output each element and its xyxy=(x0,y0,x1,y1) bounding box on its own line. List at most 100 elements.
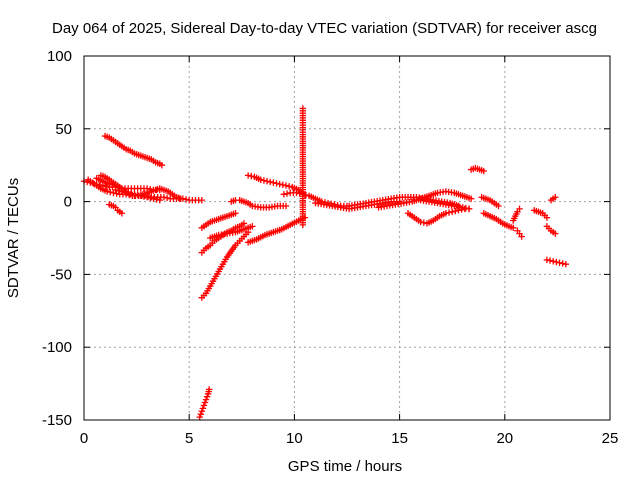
data-point xyxy=(257,176,264,183)
data-point xyxy=(177,195,184,202)
series-s27 xyxy=(514,227,525,240)
axis-ticks: 0 5 10 15 20 25 -150 -100 -50 0 50 100 xyxy=(42,48,618,447)
series-s30 xyxy=(547,194,559,204)
data-point xyxy=(131,191,138,198)
series-s12 xyxy=(196,386,213,421)
data-points xyxy=(80,105,570,421)
series-s4 xyxy=(101,132,166,169)
data-point xyxy=(232,210,239,217)
data-point xyxy=(465,205,473,213)
data-point xyxy=(442,210,450,217)
data-point xyxy=(137,192,145,199)
data-point xyxy=(196,413,203,421)
data-point xyxy=(150,195,157,202)
y-tick-label: -150 xyxy=(42,412,72,429)
x-tick-label: 25 xyxy=(602,430,619,447)
data-point xyxy=(445,209,453,216)
data-point xyxy=(182,196,190,203)
data-point xyxy=(417,218,424,226)
data-point xyxy=(112,182,119,189)
data-point xyxy=(279,181,287,189)
data-point xyxy=(543,214,551,221)
data-point xyxy=(201,399,209,406)
data-point xyxy=(276,180,283,188)
data-point xyxy=(198,408,206,415)
data-point xyxy=(103,188,111,195)
data-point xyxy=(160,194,168,201)
data-point xyxy=(293,189,300,197)
data-point xyxy=(124,189,132,197)
series-s23 xyxy=(467,164,487,175)
data-point xyxy=(480,167,487,175)
data-point xyxy=(199,405,207,412)
data-point xyxy=(562,261,570,268)
series-s31 xyxy=(543,256,570,268)
x-tick-label: 15 xyxy=(391,430,408,447)
data-point xyxy=(283,190,291,197)
data-point xyxy=(118,210,126,217)
data-point xyxy=(552,194,559,201)
series-s11 xyxy=(207,223,256,242)
data-point xyxy=(302,191,310,199)
data-point xyxy=(462,204,470,212)
data-point xyxy=(202,396,210,403)
y-tick-label: 0 xyxy=(64,194,72,211)
data-point xyxy=(553,258,560,266)
data-point xyxy=(467,195,475,202)
series-s26 xyxy=(510,205,523,224)
data-point xyxy=(270,179,277,186)
series-s15 xyxy=(244,214,309,246)
y-tick-label: -50 xyxy=(50,266,72,283)
data-point xyxy=(552,230,559,237)
series-s8 xyxy=(198,228,252,301)
data-point xyxy=(549,258,557,265)
data-point xyxy=(516,205,523,213)
data-point xyxy=(147,194,154,202)
data-point xyxy=(495,202,502,210)
data-point xyxy=(546,257,554,264)
series-s24 xyxy=(478,194,502,210)
y-tick-label: 50 xyxy=(55,121,72,138)
data-point xyxy=(115,187,122,194)
data-point xyxy=(510,224,517,232)
x-tick-label: 0 xyxy=(80,430,88,447)
data-point xyxy=(459,204,466,211)
y-tick-label: 100 xyxy=(47,48,72,65)
grid-lines xyxy=(84,56,610,420)
data-point xyxy=(109,181,116,189)
data-point xyxy=(282,202,290,210)
chart-title: Day 064 of 2025, Sidereal Day-to-day VTE… xyxy=(52,20,597,37)
series-s5 xyxy=(106,201,126,217)
x-axis-label: GPS time / hours xyxy=(288,458,402,475)
data-point xyxy=(282,182,290,189)
data-point xyxy=(240,220,248,227)
data-point xyxy=(118,188,126,195)
data-point xyxy=(244,172,252,179)
data-point xyxy=(198,196,206,204)
data-point xyxy=(518,233,525,240)
data-point xyxy=(455,207,462,214)
data-point xyxy=(163,194,171,202)
data-point xyxy=(203,393,211,400)
data-point xyxy=(121,188,129,196)
x-tick-label: 5 xyxy=(185,430,193,447)
data-point xyxy=(153,196,160,203)
data-point xyxy=(452,207,459,215)
data-point xyxy=(299,221,307,229)
data-point xyxy=(134,191,141,199)
plot-frame xyxy=(83,55,611,421)
x-tick-label: 20 xyxy=(496,430,513,447)
data-point xyxy=(128,190,135,197)
y-axis-label: SDTVAR / TECUs xyxy=(5,178,22,298)
data-point xyxy=(158,162,166,169)
data-point xyxy=(156,196,163,204)
data-point xyxy=(543,256,551,264)
data-point xyxy=(449,208,456,215)
data-point xyxy=(559,260,566,267)
data-point xyxy=(285,183,293,190)
data-point xyxy=(143,194,151,201)
series-s25 xyxy=(480,210,517,232)
data-point xyxy=(280,191,288,198)
data-point xyxy=(197,410,204,418)
